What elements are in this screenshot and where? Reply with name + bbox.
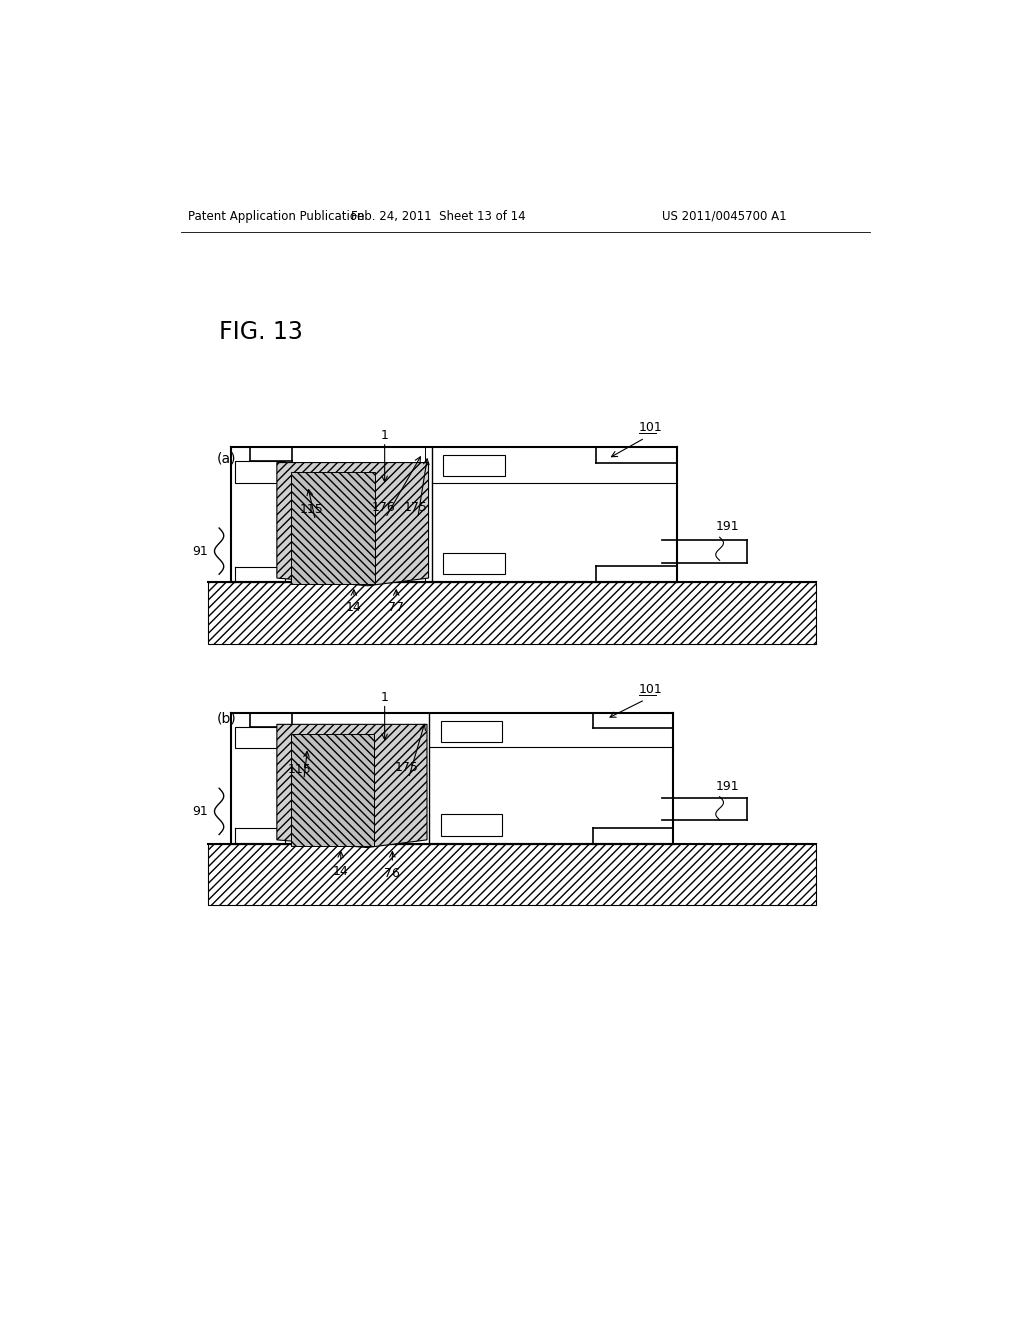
Text: 76: 76: [384, 867, 400, 880]
Text: 14: 14: [346, 601, 361, 614]
Text: 1: 1: [381, 690, 388, 704]
Bar: [234, 726, 285, 748]
Text: US 2011/0045700 A1: US 2011/0045700 A1: [662, 210, 786, 223]
Bar: [441, 814, 503, 836]
Text: 91: 91: [191, 805, 208, 818]
Text: 191: 191: [716, 520, 739, 533]
Text: (b): (b): [217, 711, 237, 725]
Text: 101: 101: [639, 682, 663, 696]
Text: 176: 176: [372, 502, 395, 515]
Polygon shape: [292, 471, 375, 585]
Text: 101: 101: [639, 421, 663, 434]
Bar: [208, 843, 816, 906]
Polygon shape: [292, 734, 374, 846]
Text: 175: 175: [394, 762, 418, 775]
Text: Patent Application Publication: Patent Application Publication: [188, 210, 365, 223]
Text: Feb. 24, 2011  Sheet 13 of 14: Feb. 24, 2011 Sheet 13 of 14: [351, 210, 526, 223]
Polygon shape: [276, 725, 427, 847]
Text: 115: 115: [300, 503, 324, 516]
Polygon shape: [276, 462, 429, 586]
Bar: [441, 721, 503, 742]
Bar: [443, 553, 505, 574]
Text: 14: 14: [333, 866, 348, 878]
Text: 191: 191: [716, 780, 739, 793]
Text: 77: 77: [388, 601, 404, 614]
Bar: [234, 461, 285, 483]
Text: 175: 175: [403, 502, 427, 515]
Bar: [208, 582, 816, 644]
Text: FIG. 13: FIG. 13: [219, 321, 303, 345]
Text: 115: 115: [288, 763, 312, 776]
Text: (a): (a): [217, 451, 237, 465]
Text: 91: 91: [191, 545, 208, 557]
Text: 1: 1: [381, 429, 388, 442]
Bar: [443, 455, 505, 477]
